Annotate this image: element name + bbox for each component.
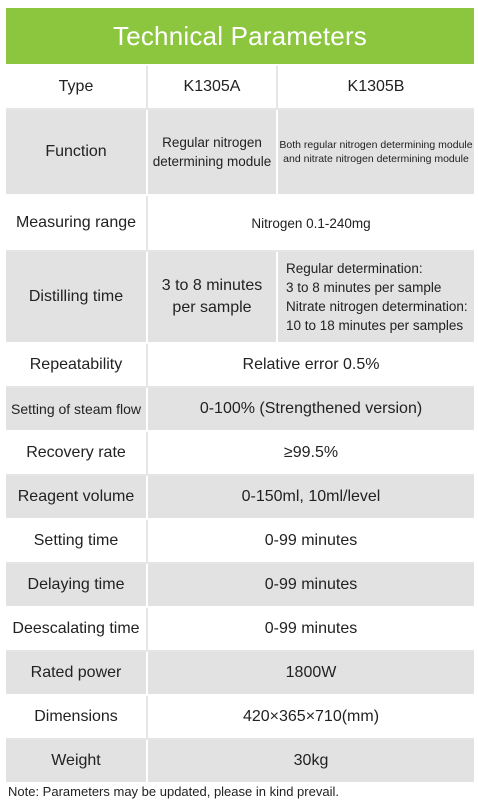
function-b-cell: Both regular nitrogen determining module… (278, 110, 474, 194)
table-row-deescalating-time: Deescalating time 0-99 minutes (6, 608, 474, 652)
parameters-table: Type K1305A K1305B Function Regular nitr… (6, 66, 474, 784)
table-row-reagent-volume: Reagent volume 0-150ml, 10ml/level (6, 476, 474, 520)
distilling-a-line1: 3 to 8 minutes (161, 277, 263, 294)
table-row-delaying-time: Delaying time 0-99 minutes (6, 564, 474, 608)
model-a-cell: K1305A (148, 66, 278, 108)
function-a-line1: Regular nitrogen (162, 135, 262, 150)
function-b-line1: Both regular nitrogen determining module (279, 139, 473, 151)
distilling-b-line1: Regular determination: (286, 261, 423, 276)
table-row-recovery-rate: Recovery rate ≥99.5% (6, 432, 474, 476)
table-row-repeatability: Repeatability Relative error 0.5% (6, 344, 474, 388)
row-label: Recovery rate (6, 432, 148, 474)
distilling-b-line3: Nitrate nitrogen determination: (286, 299, 468, 314)
distilling-b-line2: 3 to 8 minutes per sample (286, 280, 442, 295)
table-row-function: Function Regular nitrogen determining mo… (6, 110, 474, 196)
table-row-rated-power: Rated power 1800W (6, 652, 474, 696)
row-label: Repeatability (6, 344, 148, 386)
table-row-steam-flow: Setting of steam flow 0-100% (Strengthen… (6, 388, 474, 432)
row-label: Setting time (6, 520, 148, 562)
table-row-dimensions: Dimensions 420×365×710(mm) (6, 696, 474, 740)
row-label: Distilling time (6, 252, 148, 342)
row-label: Weight (6, 740, 148, 782)
row-value: 30kg (293, 752, 329, 769)
row-value: 1800W (285, 664, 337, 681)
row-label: Type (6, 66, 148, 108)
row-label: Setting of steam flow (6, 388, 148, 430)
row-label: Dimensions (6, 696, 148, 738)
page-title: Technical Parameters (6, 8, 474, 64)
distilling-b-line4: 10 to 18 minutes per samples (286, 318, 464, 333)
table-row-distilling-time: Distilling time 3 to 8 minutes per sampl… (6, 252, 474, 344)
row-value: 0-99 minutes (264, 532, 358, 549)
row-value: 0-150ml, 10ml/level (241, 488, 381, 505)
row-value: Relative error 0.5% (242, 356, 380, 373)
function-b-line2: and nitrate nitrogen determining module (283, 153, 469, 165)
row-label: Delaying time (6, 564, 148, 606)
table-row-weight: Weight 30kg (6, 740, 474, 784)
row-label: Measuring range (6, 196, 148, 250)
distilling-a-cell: 3 to 8 minutes per sample (148, 252, 278, 342)
row-label: Rated power (6, 652, 148, 694)
table-row-setting-time: Setting time 0-99 minutes (6, 520, 474, 564)
table-row-type: Type K1305A K1305B (6, 66, 474, 110)
footnote: Note: Parameters may be updated, please … (8, 784, 339, 799)
table-row-measuring-range: Measuring range Nitrogen 0.1-240mg (6, 196, 474, 252)
row-label: Reagent volume (6, 476, 148, 518)
row-value: 0-99 minutes (264, 576, 358, 593)
row-value: 420×365×710(mm) (242, 708, 380, 725)
row-value: 0-100% (Strengthened version) (199, 400, 423, 417)
row-value: ≥99.5% (283, 444, 339, 461)
row-value: Nitrogen 0.1-240mg (251, 215, 371, 231)
function-a-line2: determining module (152, 154, 272, 169)
row-label: Deescalating time (6, 608, 148, 650)
model-b-cell: K1305B (347, 78, 405, 95)
function-a-cell: Regular nitrogen determining module (148, 110, 278, 194)
row-value: 0-99 minutes (264, 620, 358, 637)
distilling-a-line2: per sample (172, 299, 252, 316)
row-label: Function (6, 110, 148, 194)
distilling-b-cell: Regular determination: 3 to 8 minutes pe… (278, 252, 474, 342)
